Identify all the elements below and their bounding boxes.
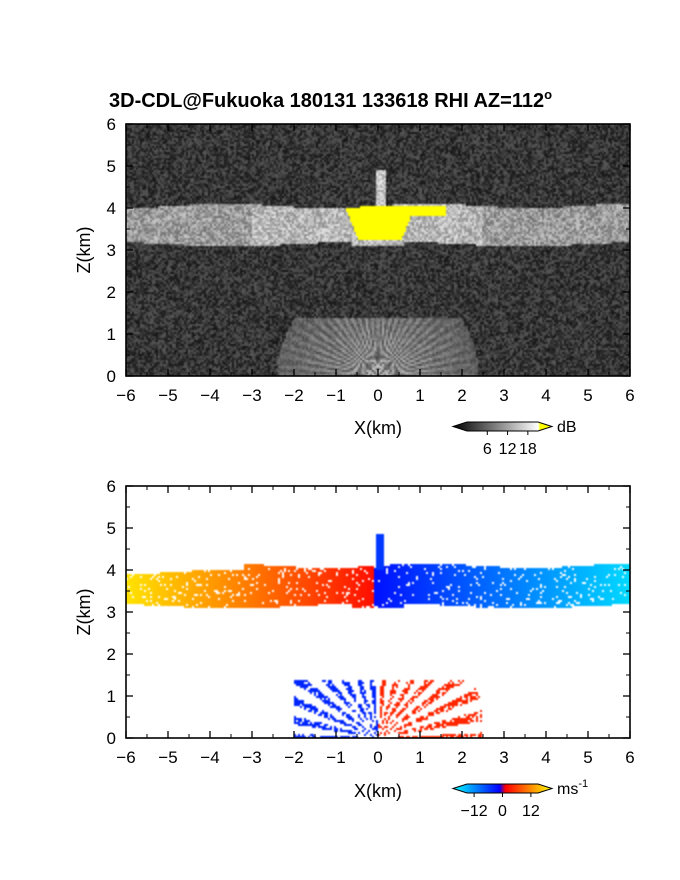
- x-tick-label: 3: [499, 386, 508, 405]
- y-tick-label: 2: [107, 645, 116, 664]
- colorbar-tick-label: 0: [498, 803, 507, 820]
- x-tick-label: −2: [284, 386, 303, 405]
- y-tick-label: 3: [107, 241, 116, 260]
- y-tick-label: 6: [107, 477, 116, 496]
- x-tick-label: 2: [457, 386, 466, 405]
- intensity-heatmap: [126, 124, 630, 376]
- intensity-x-axis-label: X(km): [354, 418, 402, 438]
- velocity-axis-ticks: −6 −5 −4 −3 −2 −1 0 1 2 3 4 5 6 0 1 2 3 4 5 6: [107, 477, 635, 767]
- y-tick-label: 4: [107, 199, 116, 218]
- x-tick-label: 0: [373, 748, 382, 767]
- y-tick-label: 5: [107, 519, 116, 538]
- intensity-y-axis-label: Z(km): [74, 227, 94, 274]
- x-tick-label: −1: [326, 748, 345, 767]
- x-tick-label: −2: [284, 748, 303, 767]
- intensity-colorbar-ticks: 6 12 18: [483, 431, 537, 458]
- y-tick-label: 1: [107, 687, 116, 706]
- x-tick-label: −3: [242, 748, 261, 767]
- x-tick-label: 6: [625, 386, 634, 405]
- colorbar-tick-label: 12: [522, 803, 540, 820]
- x-tick-label: −4: [200, 748, 219, 767]
- y-tick-label: 0: [107, 729, 116, 748]
- velocity-colorbar-unit: ms-1: [557, 778, 588, 798]
- colorbar-tick-label: 12: [499, 441, 517, 458]
- y-tick-label: 4: [107, 561, 116, 580]
- x-tick-label: −4: [200, 386, 219, 405]
- velocity-x-axis-label: X(km): [354, 781, 402, 801]
- x-tick-label: 4: [541, 386, 550, 405]
- y-tick-label: 1: [107, 325, 116, 344]
- y-tick-label: 2: [107, 283, 116, 302]
- intensity-colorbar-unit: dB: [557, 419, 577, 436]
- x-tick-label: 3: [499, 748, 508, 767]
- y-tick-label: 6: [107, 115, 116, 134]
- x-tick-label: 0: [373, 386, 382, 405]
- x-tick-label: 6: [625, 748, 634, 767]
- chart-title: 3D-CDL@Fukuoka 180131 133618 RHI AZ=112o: [109, 87, 552, 112]
- velocity-colorbar-bar: [451, 783, 554, 794]
- x-tick-label: −1: [326, 386, 345, 405]
- x-tick-label: −6: [116, 386, 135, 405]
- y-tick-label: 3: [107, 603, 116, 622]
- colorbar-tick-label: 18: [519, 441, 537, 458]
- velocity-y-axis-label: Z(km): [74, 589, 94, 636]
- x-tick-label: 4: [541, 748, 550, 767]
- x-tick-label: 5: [583, 748, 592, 767]
- velocity-colorbar-ticks: −12 0 12: [461, 793, 540, 820]
- x-tick-label: 1: [415, 386, 424, 405]
- velocity-colorbar: −12 0 12 ms-1: [451, 778, 588, 820]
- velocity-heatmap: [126, 486, 630, 738]
- intensity-colorbar: 6 12 18 dB: [451, 419, 577, 458]
- colorbar-tick-label: 6: [483, 441, 492, 458]
- intensity-colorbar-bar: [451, 421, 554, 432]
- x-tick-label: 5: [583, 386, 592, 405]
- x-tick-label: 2: [457, 748, 466, 767]
- intensity-axis-ticks: −6 −5 −4 −3 −2 −1 0 1 2 3 4 5 6 0 1 2 3 4 5 6: [107, 115, 635, 405]
- x-tick-label: −3: [242, 386, 261, 405]
- x-tick-label: −5: [158, 386, 177, 405]
- colorbar-tick-label: −12: [461, 803, 488, 820]
- y-tick-label: 5: [107, 157, 116, 176]
- y-tick-label: 0: [107, 367, 116, 386]
- x-tick-label: 1: [415, 748, 424, 767]
- x-tick-label: −6: [116, 748, 135, 767]
- x-tick-label: −5: [158, 748, 177, 767]
